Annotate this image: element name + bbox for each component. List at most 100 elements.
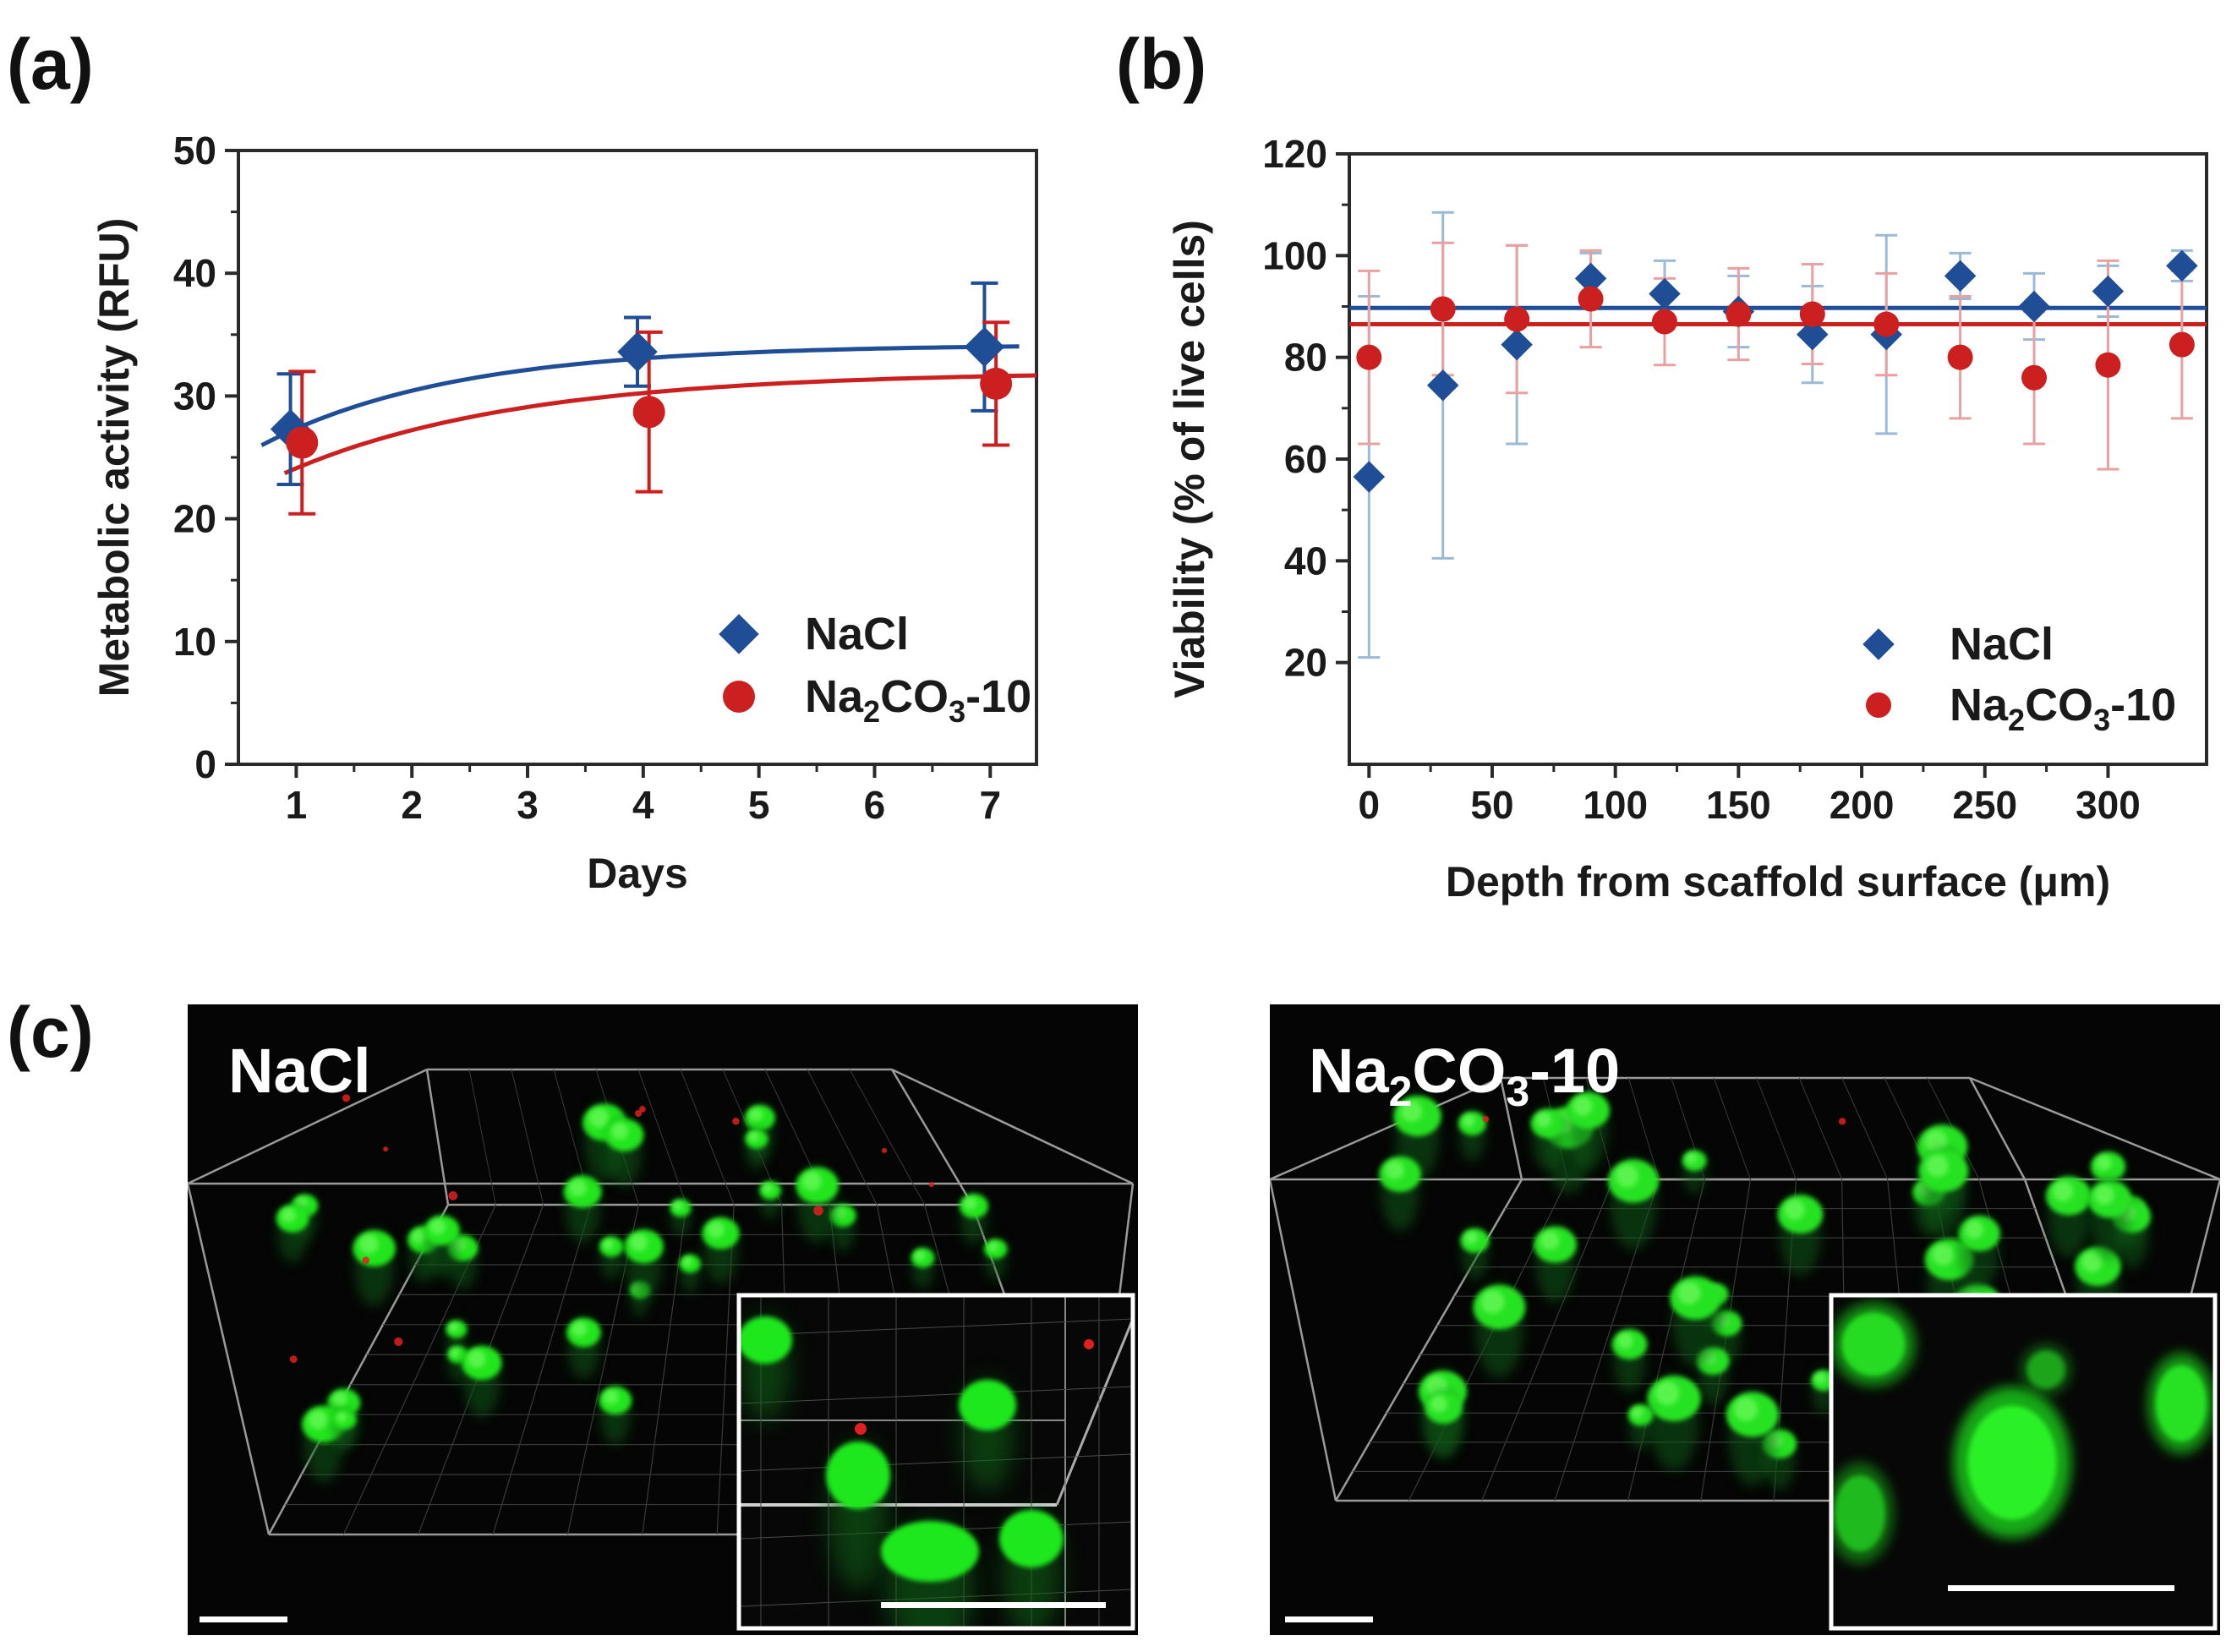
point-nacl: [2092, 275, 2125, 308]
cell-cluster: [1670, 1275, 1721, 1367]
cell-cluster: [2087, 1179, 2132, 1259]
point-nacl: [964, 326, 1005, 368]
chart-a-legend-nacl-label: NaCl: [805, 609, 909, 659]
dead-cell: [635, 1109, 643, 1117]
x-tick-label: 6: [864, 783, 886, 827]
inset-frame: [736, 1293, 1135, 1631]
cell-cluster: [911, 1247, 935, 1289]
cell-cluster: [623, 1228, 664, 1300]
plot-frame: [1348, 152, 2208, 766]
chart-a-legend-na2co3-label: Na2CO3-10: [805, 671, 1031, 729]
y-tick-label: 80: [1284, 336, 1327, 380]
cell-cluster: [1627, 1403, 1654, 1450]
cell-cluster: [1831, 1302, 1916, 1387]
cell-cluster: [670, 1198, 692, 1237]
dead-cell: [881, 1147, 888, 1153]
cell-cluster: [2021, 1344, 2071, 1395]
cell-cluster: [332, 1409, 357, 1452]
x-tick-label: 250: [1952, 783, 2017, 827]
grid-line: [468, 1069, 496, 1206]
grid-line: [1798, 1077, 1843, 1180]
x-tick-label: 5: [748, 783, 770, 827]
grid-line: [1969, 1076, 2220, 1181]
cell-cluster: [829, 1203, 856, 1251]
grid-line: [1968, 1077, 2026, 1180]
point-na2co3: [1947, 344, 1973, 370]
grid-line: [680, 1069, 735, 1206]
cell-cluster: [1425, 1391, 1463, 1459]
chart-b-fit-lines: [1349, 305, 2207, 327]
x-tick-label: 200: [1830, 783, 1895, 827]
grid-line: [492, 1204, 592, 1535]
dead-cell: [362, 1256, 369, 1265]
grid-line: [637, 1069, 687, 1206]
cell-cluster: [2046, 1175, 2092, 1258]
grid-line: [1334, 1179, 1523, 1502]
grid-line: [1627, 1077, 1660, 1180]
chart-a-legend: NaCl Na2CO3-10: [719, 609, 1031, 729]
chart-a-legend-na2co3-marker: [723, 681, 755, 713]
cell-cluster: [1953, 1387, 2071, 1539]
inset-frame: [1829, 1293, 2218, 1631]
dead-cell: [383, 1146, 389, 1152]
zoom-inset: [1829, 1293, 2218, 1631]
point-na2co3: [2169, 331, 2195, 358]
point-nacl: [617, 331, 658, 372]
point-nacl: [1797, 318, 1829, 351]
grid-line: [890, 1069, 974, 1206]
point-nacl: [2018, 290, 2050, 323]
point-na2co3: [1726, 301, 1752, 327]
cell-cluster: [563, 1174, 602, 1244]
cell-cluster: [1608, 1157, 1660, 1250]
grid-line: [1713, 1077, 1751, 1180]
point-nacl: [1353, 461, 1386, 493]
dead-cell: [928, 1182, 934, 1188]
panel-a-label: (a): [7, 25, 94, 104]
cell-cluster: [302, 1404, 346, 1483]
cell-cluster: [276, 1203, 309, 1263]
point-na2co3: [2021, 364, 2048, 391]
x-tick-label: 3: [517, 783, 539, 827]
y-tick-label: 40: [1284, 539, 1327, 583]
panel-c-label: (c): [7, 993, 94, 1072]
grid-line: [188, 1068, 428, 1185]
dead-cell: [342, 1094, 351, 1102]
microscopy-image-na2co3: Na2CO3-10: [1270, 1004, 2220, 1635]
grid-line: [1499, 1077, 1523, 1180]
grid-line: [511, 1069, 544, 1206]
y-tick-label: 10: [173, 620, 216, 664]
point-nacl: [1574, 262, 1607, 295]
x-tick-label: 150: [1706, 783, 1771, 827]
fit-curve-na2co3: [283, 373, 1037, 475]
cell-cluster: [447, 1345, 468, 1382]
point-na2co3: [1430, 296, 1456, 322]
chart-b-x-axis-title: Depth from scaffold surface (μm): [1446, 858, 2110, 905]
x-tick-label: 50: [1470, 783, 1513, 827]
x-tick-label: 2: [401, 783, 423, 827]
inset-cell-clusters: [1831, 1302, 2215, 1564]
dead-cell: [1482, 1115, 1490, 1123]
y-tick-label: 100: [1262, 233, 1327, 277]
y-tick-label: 60: [1284, 437, 1327, 481]
y-tick-label: 30: [173, 374, 216, 418]
grid-line: [1841, 1077, 1889, 1180]
point-na2co3: [1504, 306, 1530, 332]
cell-cluster: [1958, 1214, 2000, 1290]
point-nacl: [1501, 328, 1533, 361]
cell-cluster: [984, 1238, 1008, 1281]
inset-scale-bar: [1948, 1585, 2174, 1591]
cell-cluster: [1682, 1149, 1707, 1194]
inset-scale-bar: [881, 1602, 1106, 1608]
cell-cluster: [1611, 1328, 1648, 1392]
cell-cluster: [1530, 1108, 1566, 1170]
cell-cluster: [745, 1128, 768, 1170]
cell-cluster: [599, 1235, 624, 1279]
chart-b: 0 50 100 150 200 250 300 20 40 60 80 100 120 Depth f…: [1166, 132, 2208, 905]
chart-b-legend-nacl-marker: [1862, 628, 1895, 660]
grid-line: [1756, 1077, 1797, 1180]
chart-a-legend-nacl-marker: [719, 614, 759, 654]
chart-a-data-marks: [270, 281, 1013, 516]
y-tick-label: 50: [173, 129, 216, 172]
cell-cluster: [702, 1216, 740, 1284]
